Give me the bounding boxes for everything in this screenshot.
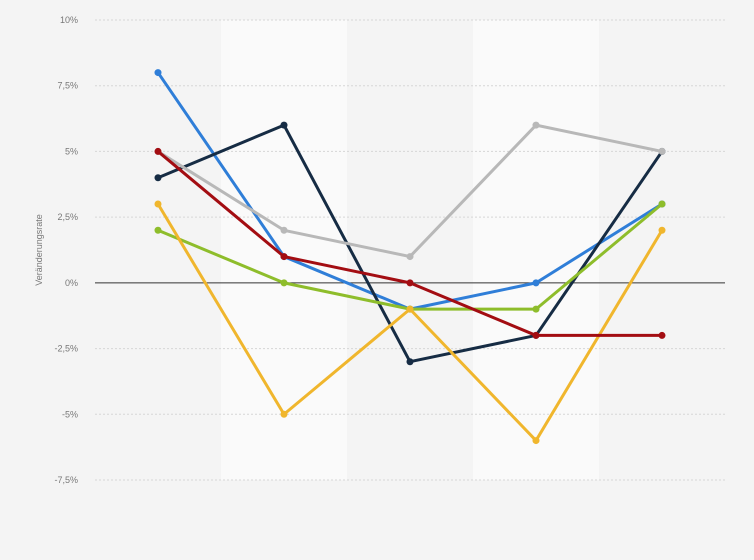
y-tick-label: 0%	[65, 278, 78, 288]
y-tick-label: 7,5%	[57, 81, 78, 91]
data-point[interactable]	[532, 437, 540, 445]
data-point[interactable]	[406, 279, 414, 287]
data-point[interactable]	[532, 305, 540, 313]
data-point[interactable]	[154, 147, 162, 155]
series-5	[154, 200, 666, 445]
data-point[interactable]	[658, 226, 666, 234]
data-point[interactable]	[532, 121, 540, 129]
y-axis-ticks: 10% 7,5% 5% 2,5% 0% -2,5% -5% -7,5%	[54, 15, 78, 485]
gridlines	[95, 19, 725, 481]
data-point[interactable]	[658, 147, 666, 155]
column-band	[473, 20, 599, 480]
data-point[interactable]	[406, 358, 414, 366]
data-point[interactable]	[406, 305, 414, 313]
data-point[interactable]	[280, 253, 288, 261]
y-tick-label: 10%	[60, 15, 78, 25]
column-bands	[221, 20, 599, 480]
data-point[interactable]	[280, 121, 288, 129]
data-point[interactable]	[154, 174, 162, 182]
data-point[interactable]	[154, 69, 162, 77]
data-point[interactable]	[658, 331, 666, 339]
data-point[interactable]	[154, 200, 162, 208]
data-point[interactable]	[154, 226, 162, 234]
y-tick-label: -5%	[62, 409, 78, 419]
data-point[interactable]	[532, 279, 540, 287]
column-band	[221, 20, 347, 480]
data-point[interactable]	[280, 226, 288, 234]
data-point[interactable]	[280, 279, 288, 287]
y-tick-label: 2,5%	[57, 212, 78, 222]
series-6	[154, 147, 666, 339]
y-axis-label: Veränderungsrate	[34, 214, 44, 286]
y-tick-label: -2,5%	[54, 344, 78, 354]
y-tick-label: -7,5%	[54, 475, 78, 485]
y-tick-label: 5%	[65, 146, 78, 156]
data-point[interactable]	[280, 410, 288, 418]
data-point[interactable]	[532, 331, 540, 339]
series-lines	[154, 69, 666, 445]
data-point[interactable]	[658, 200, 666, 208]
data-point[interactable]	[406, 253, 414, 261]
